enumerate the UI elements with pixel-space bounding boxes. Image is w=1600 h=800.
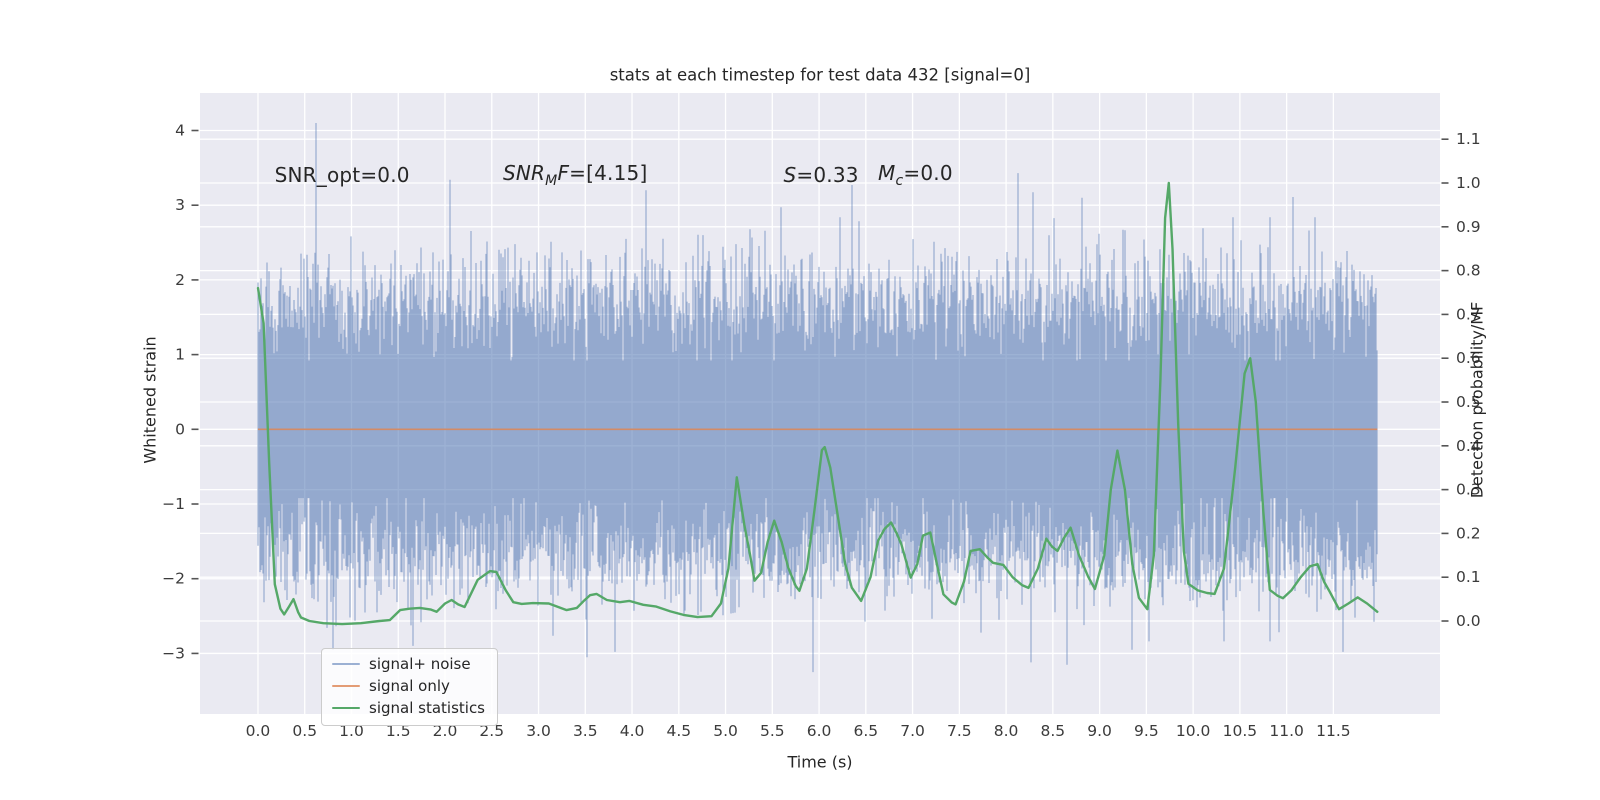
- x-tick-label: 3.0: [526, 722, 551, 740]
- x-tick-label: 10.0: [1176, 722, 1211, 740]
- series-signal-statistics: [256, 181, 1379, 626]
- series-layer: [256, 123, 1379, 673]
- x-tick-label: 8.5: [1041, 722, 1066, 740]
- right-tick-label: 0.6: [1456, 349, 1481, 367]
- right-tick-label: 0.5: [1456, 393, 1481, 411]
- x-tick-label: 4.0: [620, 722, 645, 740]
- x-tick-label: 0.5: [292, 722, 317, 740]
- right-tick-label: 0.1: [1456, 568, 1481, 586]
- x-tick-label: 7.0: [900, 722, 925, 740]
- x-tick-label: 1.0: [339, 722, 364, 740]
- x-tick-label: 10.5: [1223, 722, 1258, 740]
- x-tick-label: 2.0: [433, 722, 458, 740]
- x-tick-label: 5.5: [760, 722, 785, 740]
- x-tick-label: 9.0: [1087, 722, 1112, 740]
- x-tick-label: 2.5: [479, 722, 504, 740]
- right-tick-label: 0.8: [1456, 262, 1481, 280]
- x-tick-label: 11.5: [1316, 722, 1351, 740]
- left-tick-label: −2: [162, 570, 185, 588]
- right-tick-label: 0.7: [1456, 305, 1481, 323]
- left-tick-label: 4: [175, 122, 185, 140]
- x-tick-label: 1.5: [386, 722, 411, 740]
- left-tick-label: 0: [175, 420, 185, 438]
- x-tick-label: 0.0: [246, 722, 271, 740]
- x-tick-label: 5.0: [713, 722, 738, 740]
- left-tick-label: 1: [175, 346, 185, 364]
- right-tick-label: 0.3: [1456, 481, 1481, 499]
- left-tick-label: −3: [162, 644, 185, 662]
- right-tick-label: 1.0: [1456, 174, 1481, 192]
- right-tick-label: 0.4: [1456, 437, 1481, 455]
- x-tick-label: 8.0: [994, 722, 1019, 740]
- x-tick-label: 7.5: [947, 722, 972, 740]
- left-tick-label: −1: [162, 495, 185, 513]
- x-tick-label: 6.0: [807, 722, 832, 740]
- x-tick-label: 3.5: [573, 722, 598, 740]
- left-tick-label: 3: [175, 196, 185, 214]
- x-tick-label: 4.5: [666, 722, 691, 740]
- right-tick-label: 1.1: [1456, 130, 1481, 148]
- right-tick-label: 0.9: [1456, 218, 1481, 236]
- right-tick-label: 0.0: [1456, 612, 1481, 630]
- x-tick-label: 6.5: [853, 722, 878, 740]
- x-tick-label: 9.5: [1134, 722, 1159, 740]
- left-tick-label: 2: [175, 271, 185, 289]
- tick-labels: 0.0 0.5 1.0 1.5 2.0 2.5 3.0 3.5 4.0 4.5 5.0 5.5 6.0 6…: [162, 122, 1481, 740]
- x-tick-label: 11.0: [1269, 722, 1304, 740]
- right-tick-label: 0.2: [1456, 524, 1481, 542]
